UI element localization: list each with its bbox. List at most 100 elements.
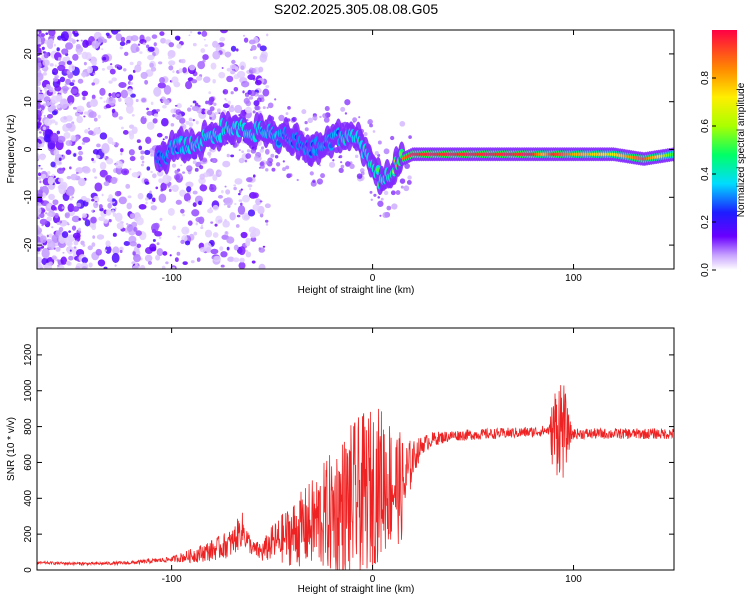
noise-blob — [77, 78, 84, 84]
noise-blob — [212, 232, 219, 238]
noise-blob — [94, 182, 103, 192]
noise-blob — [246, 177, 253, 183]
noise-blob — [304, 120, 308, 125]
noise-blob — [338, 167, 344, 174]
noise-blob — [238, 157, 245, 164]
noise-blob — [111, 30, 119, 35]
noise-blob — [211, 256, 215, 259]
noise-blob — [50, 132, 59, 144]
y-tick-label: 0 — [23, 567, 34, 573]
noise-blob — [233, 186, 237, 191]
noise-blob — [275, 162, 281, 167]
noise-blob — [383, 148, 390, 155]
noise-blob — [45, 212, 48, 215]
noise-blob — [126, 223, 134, 233]
noise-blob — [210, 221, 214, 224]
noise-blob — [185, 181, 194, 188]
noise-blob — [37, 109, 42, 119]
noise-blob — [149, 243, 157, 252]
noise-blob — [249, 67, 253, 70]
noise-blob — [111, 92, 117, 99]
noise-blob — [99, 96, 103, 100]
noise-blob — [254, 155, 259, 160]
noise-blob — [176, 115, 181, 121]
noise-blob — [50, 161, 56, 168]
noise-blob — [192, 190, 198, 195]
noise-blob — [349, 163, 355, 169]
noise-blob — [259, 148, 265, 153]
noise-blob — [377, 140, 382, 145]
noise-blob — [67, 94, 75, 105]
noise-blob — [119, 46, 123, 50]
noise-blob — [91, 82, 95, 86]
noise-blob — [282, 160, 285, 163]
noise-blob — [58, 226, 64, 232]
noise-blob — [198, 104, 201, 108]
noise-blob — [67, 241, 73, 247]
noise-blob — [212, 255, 222, 262]
noise-blob — [98, 216, 105, 222]
noise-blob — [68, 104, 71, 106]
noise-blob — [220, 264, 225, 268]
noise-blob — [266, 33, 269, 37]
noise-blob — [37, 176, 42, 180]
noise-blob — [383, 190, 389, 196]
noise-blob — [145, 201, 148, 205]
noise-blob — [139, 51, 143, 54]
noise-blob — [125, 222, 129, 226]
noise-blob — [112, 212, 117, 217]
noise-blob — [37, 252, 41, 255]
noise-blob — [172, 225, 177, 231]
noise-blob — [356, 173, 363, 179]
noise-blob — [408, 135, 412, 139]
noise-blob — [37, 217, 40, 220]
noise-blob — [66, 175, 72, 180]
noise-blob — [48, 86, 54, 93]
noise-blob — [158, 236, 162, 240]
noise-blob — [133, 226, 138, 232]
noise-blob — [267, 102, 274, 109]
noise-blob — [186, 107, 192, 112]
noise-blob — [39, 235, 47, 244]
noise-blob — [72, 206, 80, 212]
noise-blob — [123, 241, 131, 246]
noise-blob — [65, 140, 73, 146]
noise-blob — [120, 89, 129, 99]
noise-blob — [145, 36, 151, 42]
noise-blob — [66, 70, 71, 75]
noise-blob — [136, 216, 144, 226]
noise-blob — [108, 80, 113, 84]
noise-blob — [120, 126, 124, 130]
noise-blob — [323, 117, 330, 123]
noise-blob — [242, 194, 250, 203]
noise-blob — [195, 217, 203, 223]
noise-blob — [82, 96, 86, 101]
noise-blob — [88, 130, 94, 136]
noise-blob — [114, 212, 123, 222]
noise-blob — [150, 170, 153, 174]
noise-blob — [83, 115, 86, 118]
noise-blob — [37, 86, 41, 92]
noise-blob — [140, 71, 148, 79]
noise-blob — [73, 240, 79, 246]
noise-blob — [209, 148, 213, 152]
noise-blob — [108, 97, 116, 106]
noise-blob — [57, 64, 66, 72]
noise-blob — [135, 230, 142, 236]
noise-blob — [239, 257, 245, 263]
noise-blob — [154, 230, 163, 237]
noise-blob — [155, 186, 159, 190]
noise-blob — [82, 167, 91, 174]
spectrogram-x-label: Height of straight line (km) — [298, 285, 415, 296]
noise-blob — [265, 160, 270, 165]
noise-blob — [201, 157, 208, 163]
noise-blob — [40, 266, 44, 269]
noise-blob — [112, 246, 120, 255]
noise-blob — [88, 111, 97, 119]
noise-blob — [332, 159, 335, 162]
noise-blob — [287, 106, 291, 110]
noise-blob — [207, 208, 214, 214]
noise-blob — [395, 190, 401, 195]
noise-blob — [176, 43, 182, 49]
